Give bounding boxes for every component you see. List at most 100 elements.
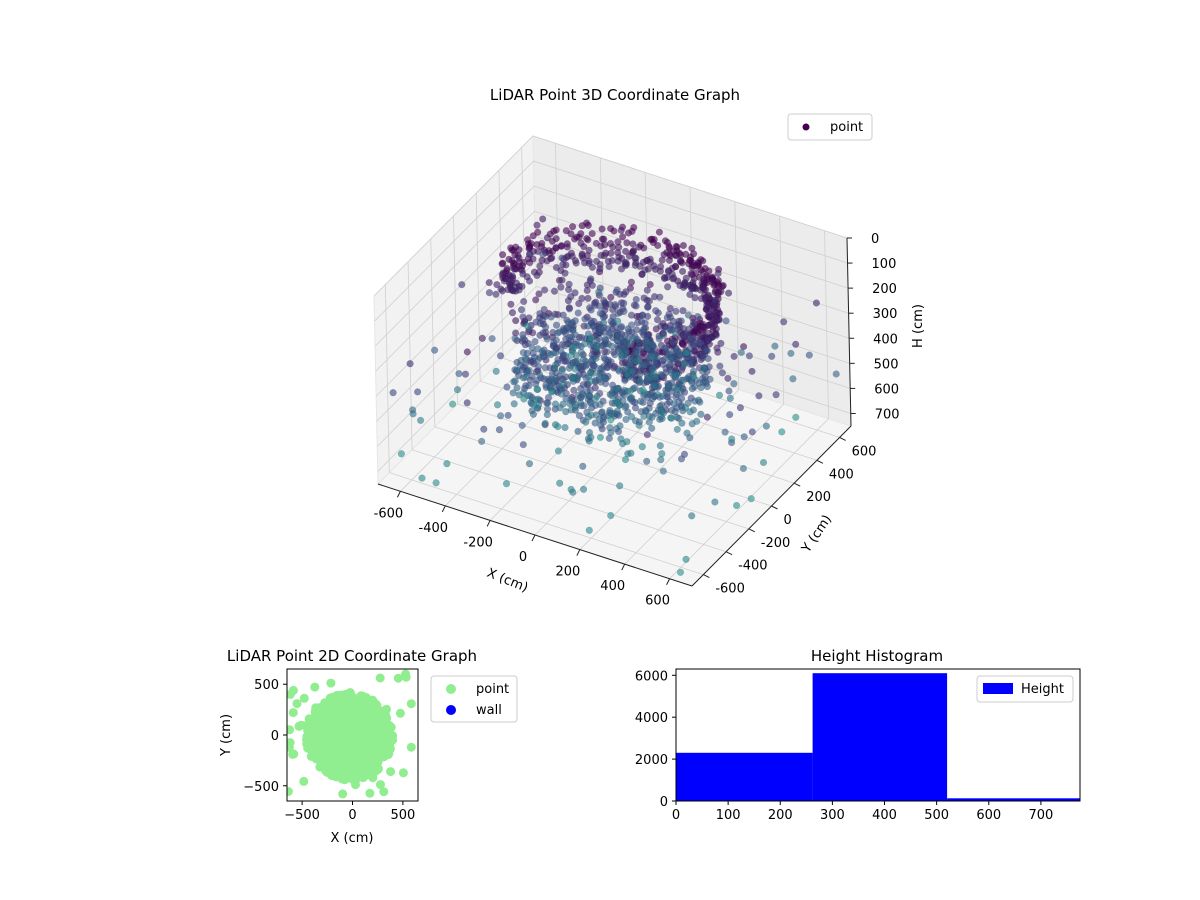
scatter-point-3d bbox=[552, 263, 561, 272]
scatter-point-3d bbox=[561, 423, 569, 432]
legend-frame bbox=[787, 113, 873, 141]
scatter-point-3d bbox=[519, 440, 527, 449]
scatter-point-3d bbox=[538, 316, 547, 324]
scatter-point-3d bbox=[672, 263, 680, 271]
scatter-point-3d bbox=[587, 411, 595, 419]
z-tick-label-3d: 400 bbox=[873, 332, 898, 347]
chart-title-2d: LiDAR Point 2D Coordinate Graph bbox=[227, 647, 477, 665]
scatter-point-3d bbox=[805, 351, 813, 359]
scatter-point-3d bbox=[644, 375, 652, 383]
scatter-point-2d bbox=[357, 702, 367, 712]
scatter-point-3d bbox=[397, 450, 406, 458]
scatter-point-2d bbox=[309, 751, 319, 761]
scatter-point-3d bbox=[511, 377, 519, 385]
scatter-point-3d bbox=[607, 249, 615, 257]
y-ticks-hist: 0 2000 4000 6000 bbox=[635, 669, 676, 810]
scatter-point-3d bbox=[706, 375, 714, 383]
y-tick-mark-3d bbox=[816, 459, 824, 464]
scatter-point-3d bbox=[646, 280, 654, 289]
scatter-point-2d bbox=[361, 770, 371, 780]
scatter-point-3d bbox=[550, 349, 558, 357]
scatter-point-3d bbox=[539, 215, 547, 223]
scatter-point-3d bbox=[579, 462, 587, 470]
y-tick-label-2d: 500 bbox=[254, 678, 279, 693]
scatter-point-3d bbox=[583, 234, 591, 243]
scatter-point-3d bbox=[478, 437, 486, 446]
scatter-point-3d bbox=[498, 287, 507, 295]
scatter-point-3d bbox=[627, 321, 636, 329]
scatter-point-3d bbox=[688, 384, 696, 393]
scatter-point-3d bbox=[711, 296, 719, 304]
scatter-point-3d bbox=[615, 346, 623, 355]
scatter-point-3d bbox=[626, 387, 634, 395]
scatter-point-3d bbox=[661, 273, 669, 281]
chart-title-3d: LiDAR Point 3D Coordinate Graph bbox=[490, 86, 740, 104]
scatter-point-3d bbox=[582, 418, 590, 426]
scatter-point-3d bbox=[571, 289, 579, 297]
z-axis-label-3d: H (cm) bbox=[911, 304, 926, 348]
gridline-z-left bbox=[373, 135, 534, 297]
y-tick-mark-3d bbox=[748, 528, 756, 533]
scatter-point-3d bbox=[488, 334, 496, 343]
scatter-point-3d bbox=[663, 238, 672, 247]
scatter-point-3d bbox=[648, 353, 656, 361]
scatter-point-3d bbox=[508, 309, 517, 317]
scatter-point-3d bbox=[620, 307, 628, 315]
scatter-point-3d bbox=[688, 512, 696, 520]
scatter-point-3d bbox=[676, 257, 685, 265]
scatter-point-3d bbox=[645, 297, 654, 305]
scatter-point-3d bbox=[716, 362, 724, 370]
scatter-point-3d bbox=[596, 309, 604, 318]
scatter-point-3d bbox=[579, 381, 588, 389]
y-tick-mark-3d bbox=[793, 482, 801, 487]
scatter-point-2d bbox=[294, 721, 304, 731]
scatter-point-3d bbox=[596, 400, 604, 409]
scatter-point-3d bbox=[704, 354, 712, 363]
scatter-point-3d bbox=[657, 456, 665, 464]
scatter-point-3d bbox=[672, 371, 681, 379]
scatter-point-3d bbox=[389, 389, 397, 397]
scatter-point-2d bbox=[323, 757, 333, 767]
scatter-point-3d bbox=[579, 355, 588, 363]
scatter-point-2d bbox=[401, 672, 411, 682]
scatter-point-3d bbox=[532, 296, 540, 304]
scatter-point-3d bbox=[605, 262, 613, 271]
scatter-point-3d bbox=[522, 382, 530, 390]
scatter-point-3d bbox=[713, 344, 721, 352]
z-tick-label-3d: 500 bbox=[874, 357, 899, 372]
x-tick-label-hist: 700 bbox=[1028, 808, 1053, 823]
scatter-point-3d bbox=[503, 264, 511, 273]
scatter-point-3d bbox=[547, 313, 555, 321]
x-tick-label-hist: 0 bbox=[672, 808, 680, 823]
scatter-point-2d bbox=[299, 776, 309, 786]
scatter-point-3d bbox=[658, 256, 666, 264]
scatter-point-3d bbox=[643, 457, 651, 465]
legend-hist: Height bbox=[976, 675, 1074, 703]
y-tick-label-hist: 0 bbox=[660, 795, 668, 810]
scatter-point-3d bbox=[541, 364, 549, 372]
x-tick-label-3d: 600 bbox=[645, 594, 670, 609]
scatter-point-3d bbox=[724, 374, 732, 383]
scatter-point-3d bbox=[748, 367, 756, 376]
scatter-point-3d bbox=[635, 243, 643, 251]
scatter-point-3d bbox=[792, 340, 800, 348]
y-ticks-2d: −500 0 500 bbox=[243, 678, 287, 795]
scatter-point-3d bbox=[706, 310, 714, 319]
scatter-point-3d bbox=[759, 458, 768, 467]
scatter-point-3d bbox=[587, 306, 595, 314]
scatter-point-3d bbox=[567, 230, 575, 238]
scatter-point-3d bbox=[585, 391, 593, 400]
x-tick-label-hist: 400 bbox=[872, 808, 897, 823]
x-tick-mark-3d bbox=[576, 549, 581, 556]
scatter-point-3d bbox=[645, 418, 653, 426]
scatter-point-3d bbox=[699, 275, 708, 283]
scatter-point-3d bbox=[575, 233, 583, 241]
x-tick-label-3d: 400 bbox=[600, 579, 625, 594]
scatter-point-3d bbox=[498, 251, 507, 259]
scatter-point-2d bbox=[308, 723, 318, 733]
scatter-point-2d bbox=[398, 768, 408, 778]
scatter-point-3d bbox=[656, 293, 664, 301]
scatter-point-3d bbox=[552, 336, 561, 344]
scatter-point-3d bbox=[635, 421, 643, 429]
scatter-point-3d bbox=[655, 228, 664, 236]
